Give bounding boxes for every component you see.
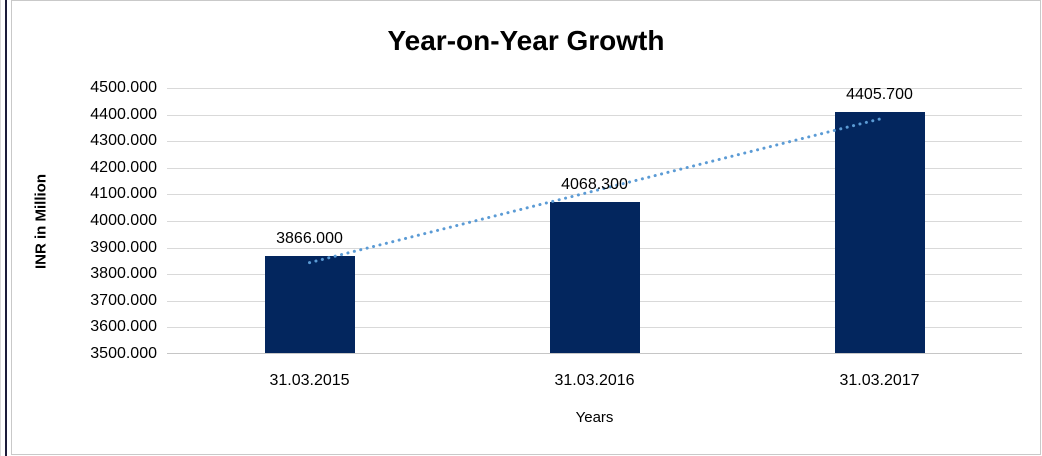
y-tick-label: 4500.000: [90, 79, 157, 96]
left-edge-line: [5, 0, 7, 456]
y-tick-label: 4300.000: [90, 132, 157, 150]
x-category-label: 31.03.2017: [839, 372, 920, 389]
y-tick-label: 3800.000: [90, 265, 157, 283]
y-tick-label: 4400.000: [90, 105, 157, 123]
x-category-label: 31.03.2016: [554, 372, 635, 389]
plot-area: 3866.000 4068.300 4405.700: [167, 86, 1022, 354]
trendline: [308, 117, 881, 265]
y-tick-label: 3500.000: [90, 345, 157, 362]
gridline: [167, 194, 1022, 196]
data-label: 3866.000: [276, 229, 343, 247]
gridline: [167, 114, 1022, 116]
y-tick-label: 4100.000: [90, 185, 157, 203]
x-category-label: 31.03.2015: [269, 372, 350, 389]
x-axis-title: Years: [575, 409, 614, 426]
chart-title: Year-on-Year Growth: [387, 25, 665, 56]
gridline: [167, 88, 1022, 89]
y-tick-label: 4200.000: [90, 158, 157, 176]
y-tick-label: 3600.000: [90, 318, 157, 336]
bar-31.03.2016: [549, 201, 640, 353]
bar-31.03.2017: [834, 112, 925, 353]
y-tick-label: 4000.000: [90, 212, 157, 229]
gridline: [167, 141, 1022, 143]
data-label: 4405.700: [846, 86, 913, 104]
y-tick-label: 3700.000: [90, 291, 157, 309]
bar-31.03.2015: [264, 255, 355, 353]
data-label: 4068.300: [561, 175, 628, 193]
chart-container: Year-on-Year Growth INR in Million 4500.…: [11, 0, 1041, 455]
gridline: [167, 167, 1022, 169]
y-tick-label: 3900.000: [90, 238, 157, 256]
